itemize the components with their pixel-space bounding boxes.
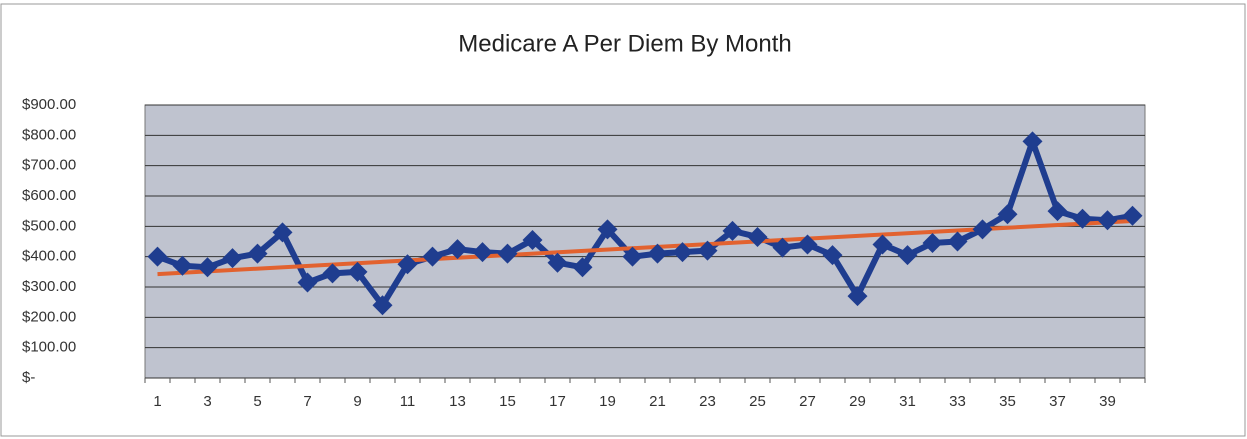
x-tick-label: 9 bbox=[353, 393, 361, 410]
data-marker bbox=[872, 234, 893, 255]
data-marker bbox=[622, 246, 643, 267]
data-marker bbox=[1122, 205, 1143, 226]
chart-title: Medicare A Per Diem By Month bbox=[458, 30, 791, 57]
data-marker bbox=[497, 243, 518, 264]
x-tick-label: 31 bbox=[899, 393, 916, 410]
x-tick-label: 39 bbox=[1099, 393, 1116, 410]
x-tick-label: 21 bbox=[649, 393, 666, 410]
y-tick-label: $- bbox=[22, 369, 35, 386]
data-marker bbox=[297, 272, 318, 293]
data-marker bbox=[847, 286, 868, 307]
data-marker bbox=[897, 245, 918, 266]
data-marker bbox=[422, 246, 443, 267]
x-tick-label: 5 bbox=[253, 393, 261, 410]
x-tick-label: 19 bbox=[599, 393, 616, 410]
x-tick-label: 1 bbox=[153, 393, 161, 410]
data-marker bbox=[597, 219, 618, 240]
y-tick-label: $900.00 bbox=[22, 96, 76, 113]
data-marker bbox=[1047, 201, 1068, 222]
x-tick-label: 3 bbox=[203, 393, 211, 410]
data-marker bbox=[997, 204, 1018, 225]
data-marker bbox=[1022, 131, 1043, 152]
x-tick-label: 37 bbox=[1049, 393, 1066, 410]
x-tick-label: 7 bbox=[303, 393, 311, 410]
y-tick-label: $800.00 bbox=[22, 126, 76, 143]
data-marker bbox=[447, 239, 468, 260]
data-marker bbox=[697, 240, 718, 261]
data-marker bbox=[672, 242, 693, 263]
x-tick-label: 29 bbox=[849, 393, 866, 410]
x-tick-label: 35 bbox=[999, 393, 1016, 410]
data-marker bbox=[822, 245, 843, 266]
data-marker bbox=[522, 229, 543, 250]
data-marker bbox=[772, 237, 793, 258]
data-marker bbox=[347, 261, 368, 282]
data-marker bbox=[797, 234, 818, 255]
x-tick-label: 23 bbox=[699, 393, 716, 410]
x-tick-label: 33 bbox=[949, 393, 966, 410]
data-marker bbox=[647, 243, 668, 264]
x-tick-label: 17 bbox=[549, 393, 566, 410]
x-tick-label: 11 bbox=[400, 393, 416, 410]
data-marker bbox=[222, 248, 243, 269]
data-marker bbox=[272, 222, 293, 243]
data-marker bbox=[472, 242, 493, 263]
data-marker bbox=[322, 263, 343, 284]
data-marker bbox=[947, 231, 968, 252]
data-marker bbox=[247, 243, 268, 264]
y-tick-label: $700.00 bbox=[22, 157, 76, 174]
plot-area bbox=[144, 104, 1146, 379]
x-tick-label: 13 bbox=[449, 393, 466, 410]
y-tick-label: $500.00 bbox=[22, 217, 76, 234]
data-marker bbox=[147, 246, 168, 267]
x-tick-label: 15 bbox=[499, 393, 516, 410]
data-marker bbox=[547, 252, 568, 273]
y-tick-label: $300.00 bbox=[22, 278, 76, 295]
data-marker bbox=[372, 295, 393, 316]
data-marker bbox=[1097, 210, 1118, 231]
x-tick-label: 27 bbox=[799, 393, 816, 410]
data-line bbox=[156, 138, 1134, 309]
y-tick-label: $600.00 bbox=[22, 187, 76, 204]
data-marker bbox=[1072, 208, 1093, 229]
data-marker bbox=[397, 254, 418, 275]
y-tick-label: $400.00 bbox=[22, 248, 76, 265]
trendline bbox=[157, 218, 1133, 277]
y-tick-label: $100.00 bbox=[22, 339, 76, 356]
data-marker bbox=[197, 257, 218, 278]
data-marker bbox=[972, 219, 993, 240]
data-marker bbox=[747, 226, 768, 247]
y-tick-label: $200.00 bbox=[22, 308, 76, 325]
x-tick-label: 25 bbox=[749, 393, 766, 410]
data-marker bbox=[172, 255, 193, 276]
data-marker bbox=[572, 257, 593, 278]
data-marker bbox=[922, 233, 943, 254]
data-marker bbox=[722, 220, 743, 241]
